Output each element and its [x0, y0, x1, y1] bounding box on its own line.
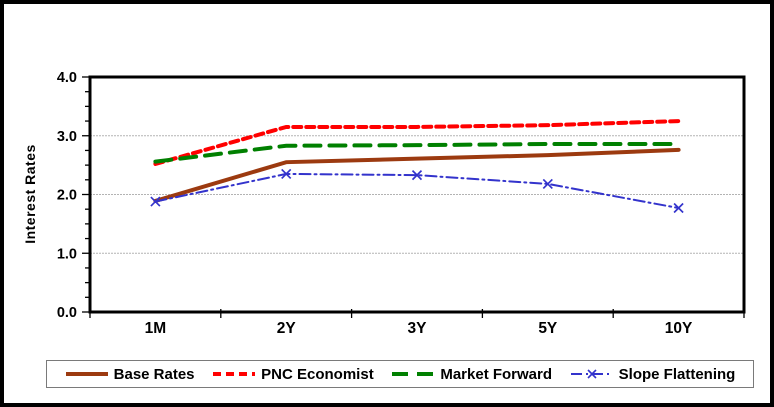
y-tick-label: 2.0 — [57, 188, 77, 204]
legend-item: Market Forward — [391, 366, 552, 383]
legend-label: Slope Flattening — [618, 365, 736, 383]
x-marker — [281, 168, 292, 180]
legend-item: PNC Economist — [212, 366, 374, 383]
legend-label: PNC Economist — [261, 365, 374, 383]
x-tick-label: 1M — [145, 320, 167, 337]
x-tick-label: 3Y — [408, 320, 428, 337]
legend-item: Slope Flattening — [570, 365, 736, 383]
y-tick-label: 0.0 — [57, 305, 77, 321]
x-tick-label: 10Y — [665, 320, 693, 337]
legend-line-sample — [570, 369, 613, 379]
legend-label: Market Forward — [440, 365, 553, 383]
y-tick-label: 1.0 — [57, 246, 77, 262]
x-tick-label: 5Y — [538, 320, 558, 337]
legend-line-sample — [213, 372, 256, 376]
y-tick-label: 4.0 — [57, 70, 77, 86]
x-marker — [411, 170, 423, 181]
legend-line-sample — [392, 372, 435, 376]
plot-border — [88, 75, 746, 314]
series-base-rates — [153, 147, 681, 203]
legend: Base Rates PNC Economist Market Forward Slo… — [46, 360, 754, 388]
legend-line-sample — [65, 372, 108, 376]
x-marker — [150, 196, 161, 207]
series-pnc-economist — [153, 119, 681, 166]
y-tick-label: 3.0 — [57, 129, 77, 145]
x-tick-label: 2Y — [277, 320, 297, 337]
legend-item: Base Rates — [65, 366, 195, 383]
legend-label: Base Rates — [113, 365, 195, 383]
series-market-forward — [153, 141, 681, 164]
series-slope-flattening — [154, 172, 680, 210]
x-marker — [542, 178, 553, 190]
x-marker — [673, 202, 684, 214]
